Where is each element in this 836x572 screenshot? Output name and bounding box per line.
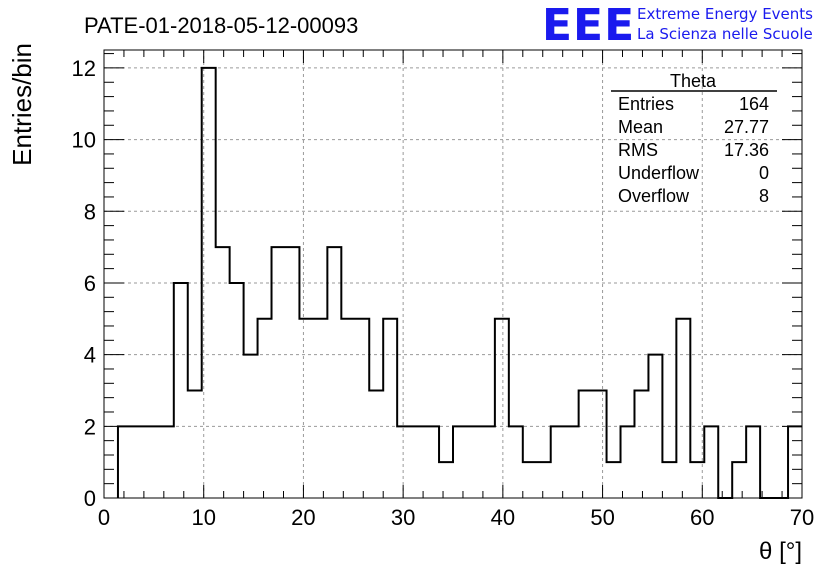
y-tick-label: 8 <box>84 199 96 224</box>
stats-value-overflow: 8 <box>759 186 769 206</box>
logo-line-2: La Scienza nelle Scuole <box>637 25 813 43</box>
stats-title: Theta <box>670 71 717 91</box>
y-tick-label: 6 <box>84 271 96 296</box>
stats-label-entries: Entries <box>618 94 674 114</box>
y-axis-label: Entries/bin <box>7 43 37 166</box>
plot-frame <box>103 49 803 499</box>
stats-label-rms: RMS <box>618 140 658 160</box>
y-tick-label: 0 <box>84 486 96 511</box>
x-tick-label: 30 <box>391 505 415 530</box>
tick-labels: 0 10 20 30 40 50 60 70 0 2 4 6 8 10 12 <box>72 56 815 530</box>
x-tick-label: 20 <box>291 505 315 530</box>
x-tick-label: 10 <box>191 505 215 530</box>
y-tick-label: 4 <box>84 343 96 368</box>
stats-label-underflow: Underflow <box>618 163 700 183</box>
run-title: PATE-01-2018-05-12-00093 <box>84 13 358 38</box>
x-tick-label: 60 <box>690 505 714 530</box>
x-tick-label: 0 <box>98 505 110 530</box>
eee-logo: EEE <box>542 0 635 51</box>
y-tick-label: 10 <box>72 128 96 153</box>
histogram-outline <box>116 66 802 499</box>
y-tick-label: 12 <box>72 56 96 81</box>
axis-ticks <box>103 50 803 499</box>
stats-value-entries: 164 <box>739 94 769 114</box>
x-tick-label: 40 <box>491 505 515 530</box>
stats-value-rms: 17.36 <box>724 140 769 160</box>
stats-label-mean: Mean <box>618 117 663 137</box>
stats-value-mean: 27.77 <box>724 117 769 137</box>
stats-box: Theta Entries 164 Mean 27.77 RMS 17.36 U… <box>611 71 777 206</box>
y-tick-label: 2 <box>84 414 96 439</box>
logo-line-1: Extreme Energy Events <box>637 5 813 23</box>
x-tick-label: 50 <box>590 505 614 530</box>
stats-label-overflow: Overflow <box>618 186 690 206</box>
x-tick-label: 70 <box>790 505 814 530</box>
x-axis-label: θ [°] <box>759 538 802 565</box>
stats-value-underflow: 0 <box>759 163 769 183</box>
